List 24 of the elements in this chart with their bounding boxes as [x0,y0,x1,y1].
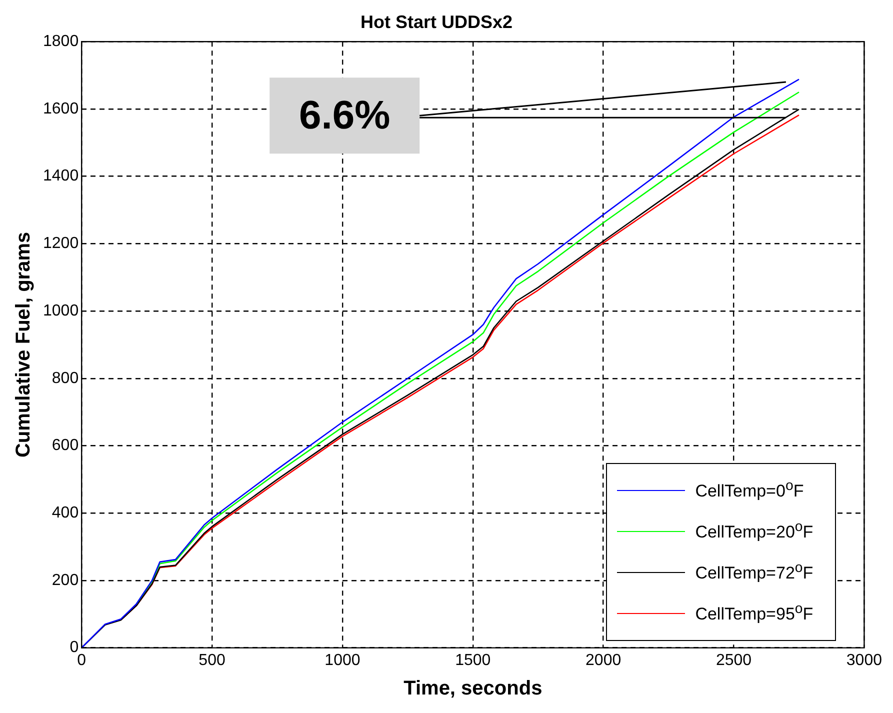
y-tick-label: 1800 [43,33,79,50]
x-tick-label: 500 [198,652,226,669]
x-axis-title: Time, seconds [404,678,542,700]
legend-label: CellTemp=72$^{o}$F [695,560,814,584]
y-tick-label: 1000 [43,302,79,320]
chart-title: Hot Start UDDSx2 [360,12,513,32]
y-tick-label: 200 [52,572,79,589]
legend-label: CellTemp=0$^{o}$F [695,478,804,502]
y-tick-label: 1400 [43,168,79,185]
legend-label: CellTemp=20$^{o}$F [695,519,814,544]
y-axis-title: Cumulative Fuel, grams [12,232,35,458]
y-tick-label: 0 [70,639,79,656]
x-tick-label: 1500 [455,652,491,669]
y-tick-label: 600 [52,437,79,454]
y-tick-label: 800 [52,370,79,387]
x-tick-label: 2500 [716,652,752,669]
annotation: 6.6% [299,94,390,138]
y-tick-label: 1600 [43,100,79,118]
x-tick-label: 1000 [324,652,360,669]
x-tick-label: 3000 [846,652,882,669]
legend-label: CellTemp=95$^{o}$F [695,601,814,626]
x-tick-label: 2000 [586,652,622,669]
y-tick-label: 1200 [43,235,79,252]
y-tick-label: 400 [52,504,79,522]
